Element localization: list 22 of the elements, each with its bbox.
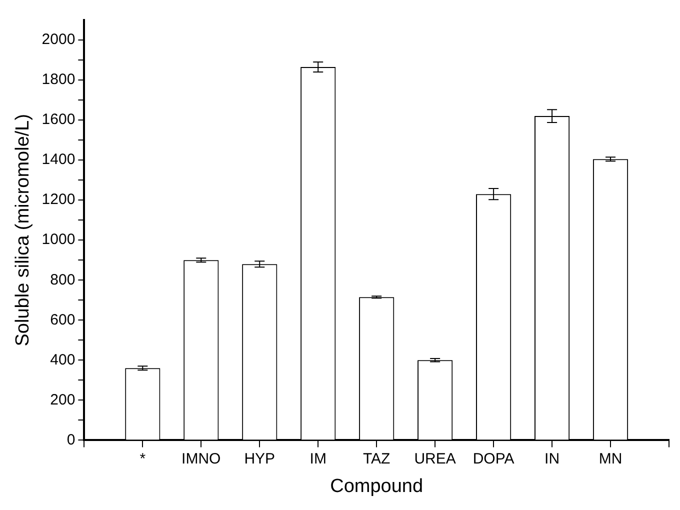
- x-tick-label: DOPA: [472, 450, 514, 468]
- y-tick-label: 0: [66, 431, 76, 448]
- y-tick-label: 2000: [42, 31, 76, 48]
- y-axis-title: Soluble silica (micromole/L): [12, 114, 34, 346]
- y-tick-label: 1200: [42, 191, 76, 208]
- y-tick-label: 400: [50, 351, 76, 368]
- y-tick-label: 1000: [42, 231, 76, 248]
- x-tick-label: IM: [310, 450, 326, 468]
- x-tick-label: UREA: [414, 450, 456, 468]
- x-tick-label: MN: [598, 450, 622, 468]
- y-tick-label: 1600: [42, 111, 76, 128]
- x-tick-label: *: [140, 450, 146, 468]
- y-tick-label: 1800: [42, 71, 76, 88]
- y-tick-label: 600: [50, 311, 76, 328]
- x-tick-label: IN: [544, 450, 560, 468]
- y-tick-label: 800: [50, 271, 76, 288]
- x-tick-label: IMNO: [182, 450, 221, 468]
- x-tick-label: HYP: [244, 450, 276, 468]
- x-tick-label: TAZ: [362, 450, 390, 468]
- y-tick-label: 1400: [42, 151, 76, 168]
- x-axis-title: Compound: [330, 476, 424, 497]
- y-tick-label: 200: [50, 391, 76, 408]
